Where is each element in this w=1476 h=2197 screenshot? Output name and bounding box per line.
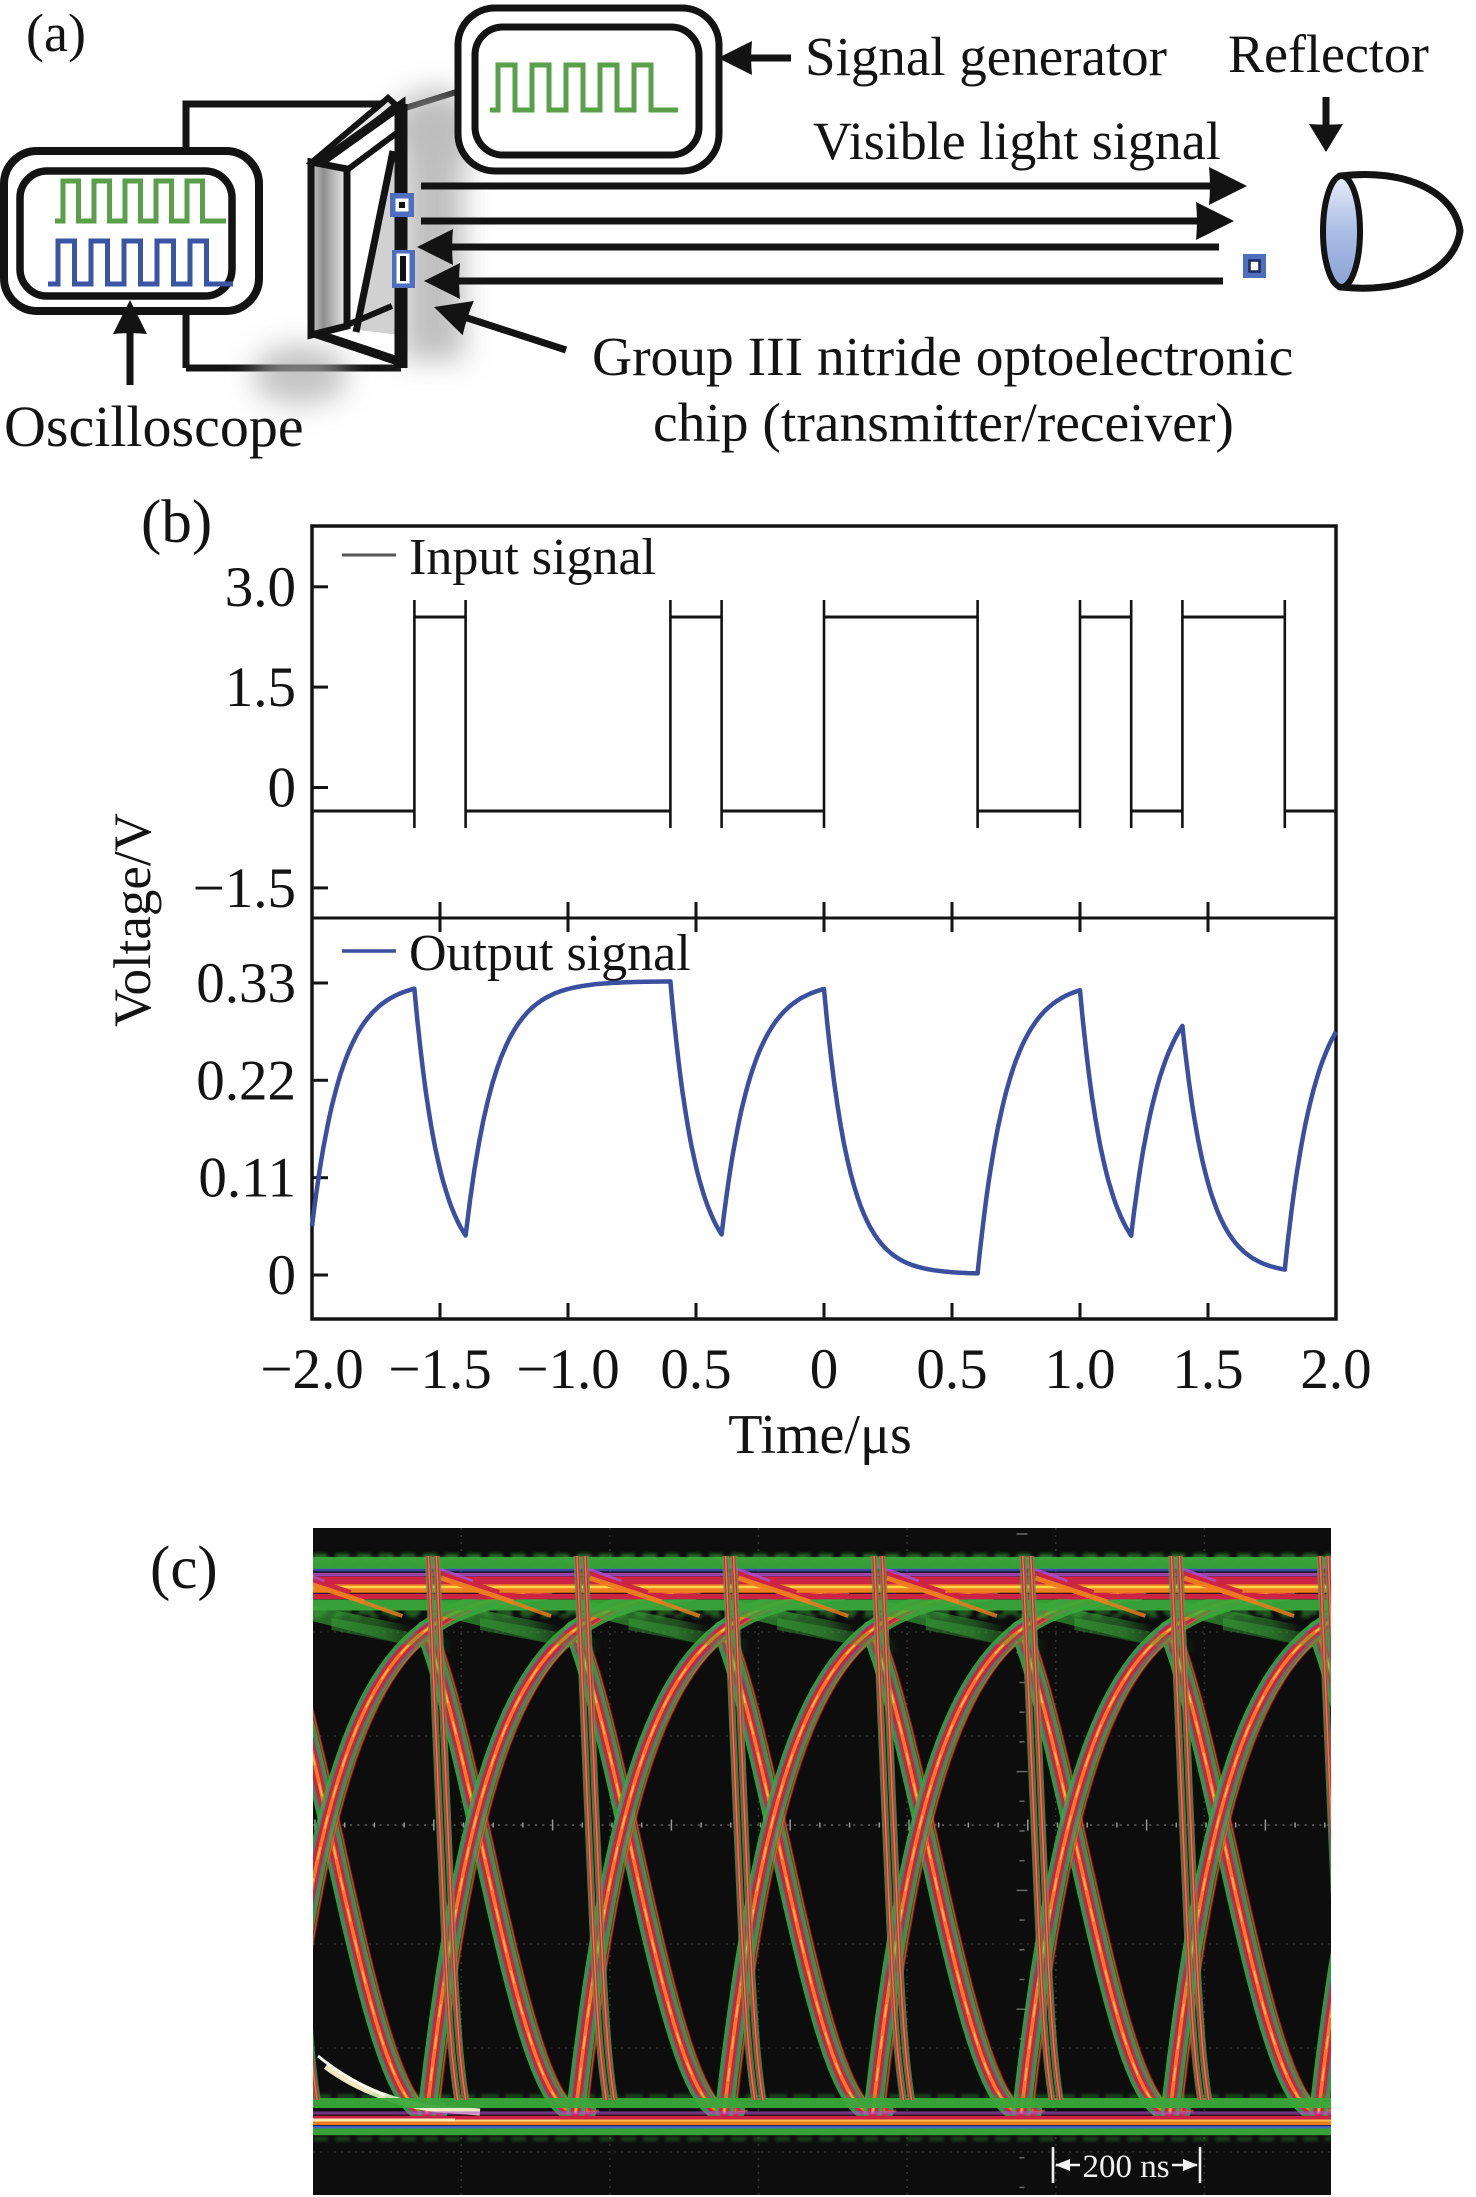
svg-text:chip (transmitter/receiver): chip (transmitter/receiver) bbox=[653, 393, 1234, 454]
svg-text:2.0: 2.0 bbox=[1300, 1338, 1371, 1401]
svg-text:Oscilloscope: Oscilloscope bbox=[4, 394, 304, 459]
svg-text:200 ns: 200 ns bbox=[1082, 2149, 1169, 2185]
svg-text:Output signal: Output signal bbox=[409, 925, 691, 982]
svg-text:−1.5: −1.5 bbox=[193, 857, 296, 920]
svg-text:−1.0: −1.0 bbox=[516, 1338, 619, 1401]
svg-text:0.5: 0.5 bbox=[916, 1338, 987, 1401]
svg-text:1.0: 1.0 bbox=[1044, 1338, 1115, 1401]
svg-text:Input signal: Input signal bbox=[409, 529, 656, 586]
svg-text:(b): (b) bbox=[141, 489, 212, 556]
svg-text:Visible light signal: Visible light signal bbox=[813, 111, 1221, 171]
svg-text:0: 0 bbox=[268, 1244, 297, 1307]
svg-text:Signal generator: Signal generator bbox=[805, 26, 1167, 87]
svg-text:−1.5: −1.5 bbox=[388, 1338, 491, 1401]
svg-text:3.0: 3.0 bbox=[225, 556, 296, 619]
svg-text:Reflector: Reflector bbox=[1228, 24, 1429, 84]
svg-text:0: 0 bbox=[810, 1338, 839, 1401]
svg-text:0.5: 0.5 bbox=[660, 1338, 731, 1401]
svg-text:1.5: 1.5 bbox=[225, 656, 296, 719]
svg-text:1.5: 1.5 bbox=[1172, 1338, 1243, 1401]
svg-text:Time/μs: Time/μs bbox=[728, 1404, 912, 1466]
svg-text:Voltage/V: Voltage/V bbox=[104, 813, 162, 1027]
svg-text:(c): (c) bbox=[150, 1535, 218, 1602]
svg-text:(a): (a) bbox=[26, 3, 86, 63]
svg-text:0: 0 bbox=[268, 757, 297, 820]
svg-text:−2.0: −2.0 bbox=[260, 1338, 363, 1401]
svg-text:0.11: 0.11 bbox=[198, 1147, 296, 1210]
svg-text:Group III nitride optoelectron: Group III nitride optoelectronic bbox=[592, 327, 1293, 388]
svg-text:0.33: 0.33 bbox=[196, 952, 296, 1015]
svg-text:0.22: 0.22 bbox=[196, 1049, 296, 1112]
